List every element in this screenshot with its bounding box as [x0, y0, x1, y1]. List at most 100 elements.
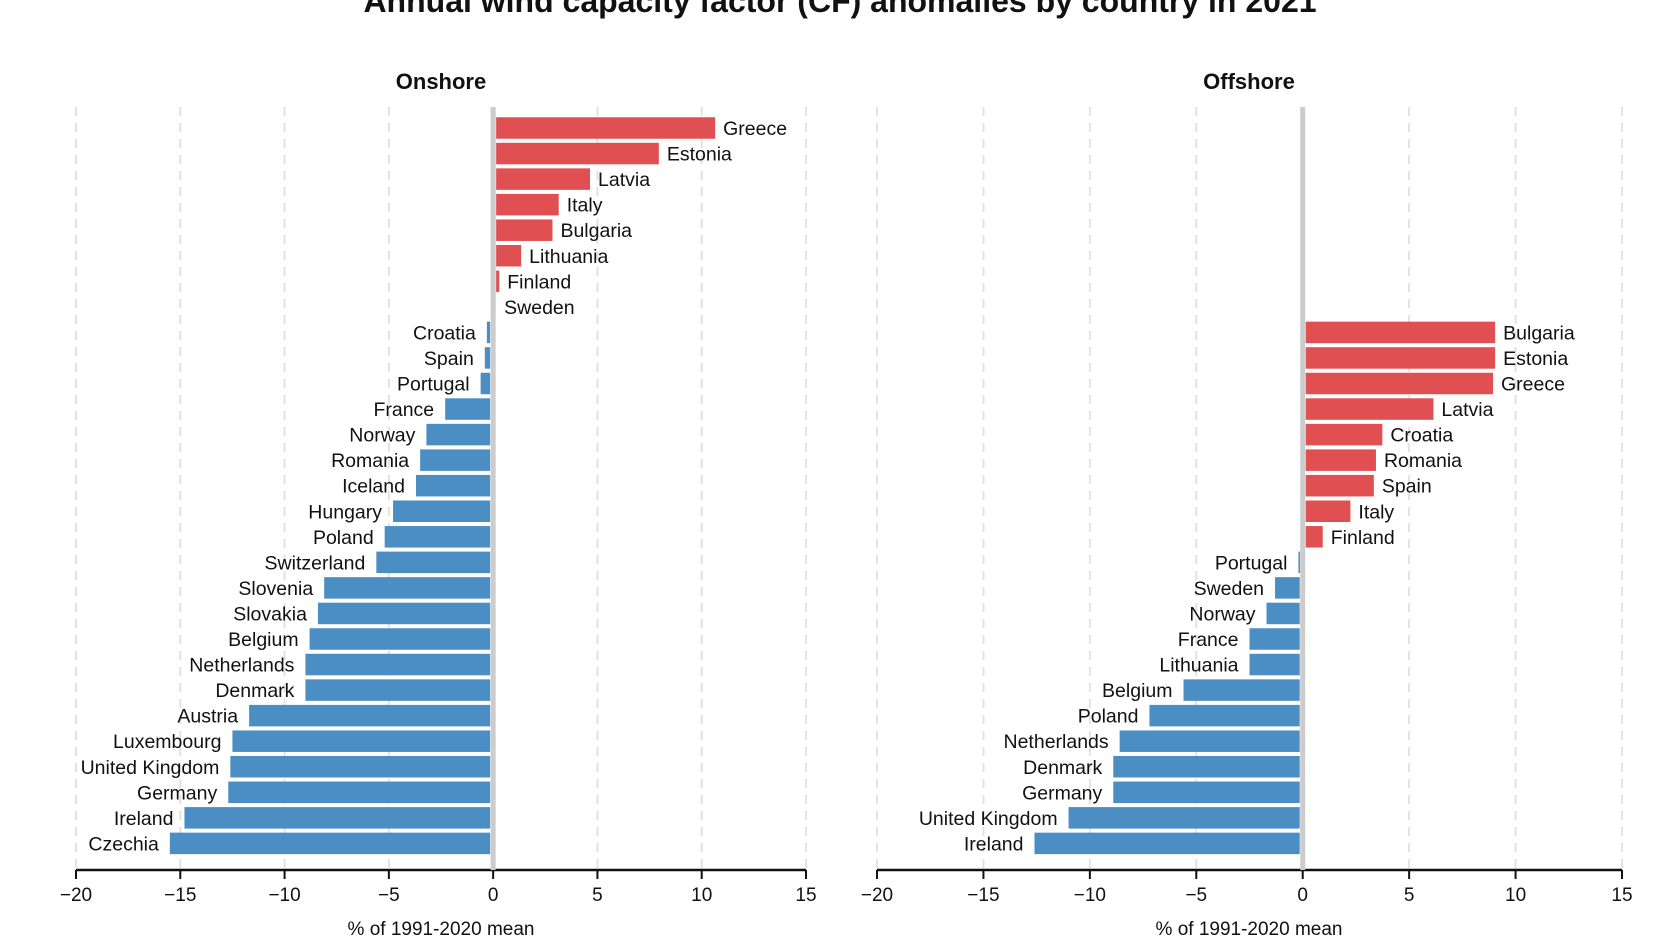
offshore-bar-label: Croatia: [1390, 425, 1453, 447]
onshore-bar-label: Hungary: [308, 501, 382, 523]
onshore-bar: [496, 270, 500, 293]
onshore-bar: [228, 781, 491, 804]
onshore-bar-label: Iceland: [342, 476, 405, 498]
onshore-bar-label: Sweden: [504, 297, 574, 319]
offshore-bar: [1183, 679, 1300, 701]
offshore-bar-label: United Kingdom: [919, 808, 1058, 830]
offshore-bar: [1034, 832, 1300, 855]
onshore-bar-label: United Kingdom: [81, 757, 220, 779]
onshore-title: Onshore: [396, 69, 486, 94]
offshore-bar: [1249, 653, 1300, 676]
offshore-bar-label: Latvia: [1441, 399, 1493, 421]
offshore-bar-label: Denmark: [1023, 757, 1102, 779]
onshore-bar: [169, 832, 491, 855]
offshore-bar-label: Ireland: [964, 833, 1024, 855]
onshore-bar: [496, 117, 716, 139]
onshore-bar-label: Poland: [313, 527, 374, 549]
offshore-bar: [1119, 730, 1300, 752]
onshore-bar: [305, 679, 491, 701]
offshore-bar-label: Romania: [1384, 450, 1462, 472]
onshore-bar: [305, 653, 491, 676]
offshore-tick-label: 5: [1404, 885, 1415, 906]
offshore-bar-label: Belgium: [1102, 680, 1172, 702]
onshore-bar-label: Italy: [567, 195, 603, 217]
offshore-bar-label: Sweden: [1194, 578, 1264, 600]
onshore-tick-label: 5: [592, 885, 603, 906]
onshore-bar: [486, 321, 491, 344]
onshore-bar: [230, 756, 491, 778]
onshore-bar-label: Slovakia: [233, 603, 307, 625]
onshore-bar-label: France: [373, 399, 434, 421]
onshore-bar-label: Norway: [349, 425, 415, 447]
onshore-bar-label: Bulgaria: [560, 220, 632, 242]
offshore-bar: [1113, 781, 1300, 804]
offshore-bar: [1298, 551, 1300, 574]
onshore-bar-label: Finland: [507, 271, 571, 293]
offshore-bar: [1305, 347, 1496, 369]
offshore-tick-label: −10: [1074, 885, 1106, 906]
onshore-bar-label: Spain: [424, 348, 474, 370]
onshore-bar-label: Ireland: [114, 808, 174, 830]
offshore-bar-label: Finland: [1331, 527, 1395, 549]
onshore-bar-label: Netherlands: [189, 655, 294, 677]
onshore-tick-label: 15: [795, 885, 816, 906]
offshore-bar-label: Estonia: [1503, 348, 1568, 370]
offshore-bar: [1305, 500, 1351, 522]
onshore-bar: [480, 372, 491, 395]
onshore-bar-label: Luxembourg: [113, 731, 221, 753]
onshore-tick-label: 0: [488, 885, 499, 906]
onshore-bar: [445, 398, 491, 420]
onshore-tick-label: 10: [691, 885, 712, 906]
offshore-tick-label: 10: [1505, 885, 1526, 906]
onshore-bar-label: Belgium: [228, 629, 298, 651]
offshore-bar: [1113, 756, 1300, 778]
offshore-title: Offshore: [1203, 69, 1295, 94]
offshore-bar: [1305, 449, 1376, 471]
onshore-bar: [393, 500, 491, 522]
offshore-bar-label: Bulgaria: [1503, 322, 1575, 344]
onshore-bar-label: Croatia: [413, 322, 476, 344]
offshore-tick-label: −20: [861, 885, 893, 906]
onshore-bar: [309, 628, 491, 650]
offshore-tick-label: 15: [1611, 885, 1632, 906]
offshore-bar-label: Netherlands: [1004, 731, 1109, 753]
onshore-bar: [415, 474, 491, 497]
onshore-bar-label: Czechia: [88, 833, 159, 855]
offshore-tick-label: −5: [1185, 885, 1207, 906]
offshore-bar: [1068, 807, 1300, 829]
onshore-bar: [384, 526, 491, 548]
offshore-bar-label: Lithuania: [1159, 655, 1238, 677]
offshore-bar-label: Greece: [1501, 374, 1565, 396]
onshore-bar-label: Switzerland: [265, 552, 366, 574]
chart-title: Annual wind capacity factor (CF) anomali…: [363, 0, 1316, 19]
onshore-bar: [484, 347, 491, 369]
onshore-panel: Onshore % of 1991-2020 mean −20 −15 −10 −5 0…: [60, 69, 817, 940]
onshore-xlabel: % of 1991-2020 mean: [348, 919, 535, 940]
onshore-bar: [249, 704, 491, 727]
onshore-bar-label: Slovenia: [238, 578, 313, 600]
offshore-bar: [1305, 526, 1323, 548]
offshore-tick-label: 0: [1297, 885, 1308, 906]
offshore-bar-label: Poland: [1078, 706, 1139, 728]
offshore-bar: [1149, 704, 1300, 727]
onshore-bar: [232, 730, 491, 752]
offshore-bar: [1275, 577, 1300, 599]
onshore-bar: [426, 423, 491, 446]
onshore-bar-label: Denmark: [215, 680, 294, 702]
onshore-bar-label: Germany: [137, 782, 217, 804]
offshore-tick-label: −15: [967, 885, 999, 906]
onshore-bar: [496, 245, 522, 267]
offshore-bar: [1249, 628, 1300, 650]
offshore-bar: [1266, 602, 1300, 625]
onshore-bar-label: Romania: [331, 450, 409, 472]
onshore-bar-label: Lithuania: [529, 246, 608, 268]
onshore-tick-label: −15: [164, 885, 196, 906]
offshore-bar-label: France: [1178, 629, 1239, 651]
onshore-bar: [496, 142, 659, 165]
offshore-bar: [1305, 372, 1494, 395]
onshore-tick-label: −5: [378, 885, 400, 906]
offshore-bar: [1305, 474, 1374, 497]
onshore-bar-label: Latvia: [598, 169, 650, 191]
offshore-bar: [1305, 321, 1496, 344]
